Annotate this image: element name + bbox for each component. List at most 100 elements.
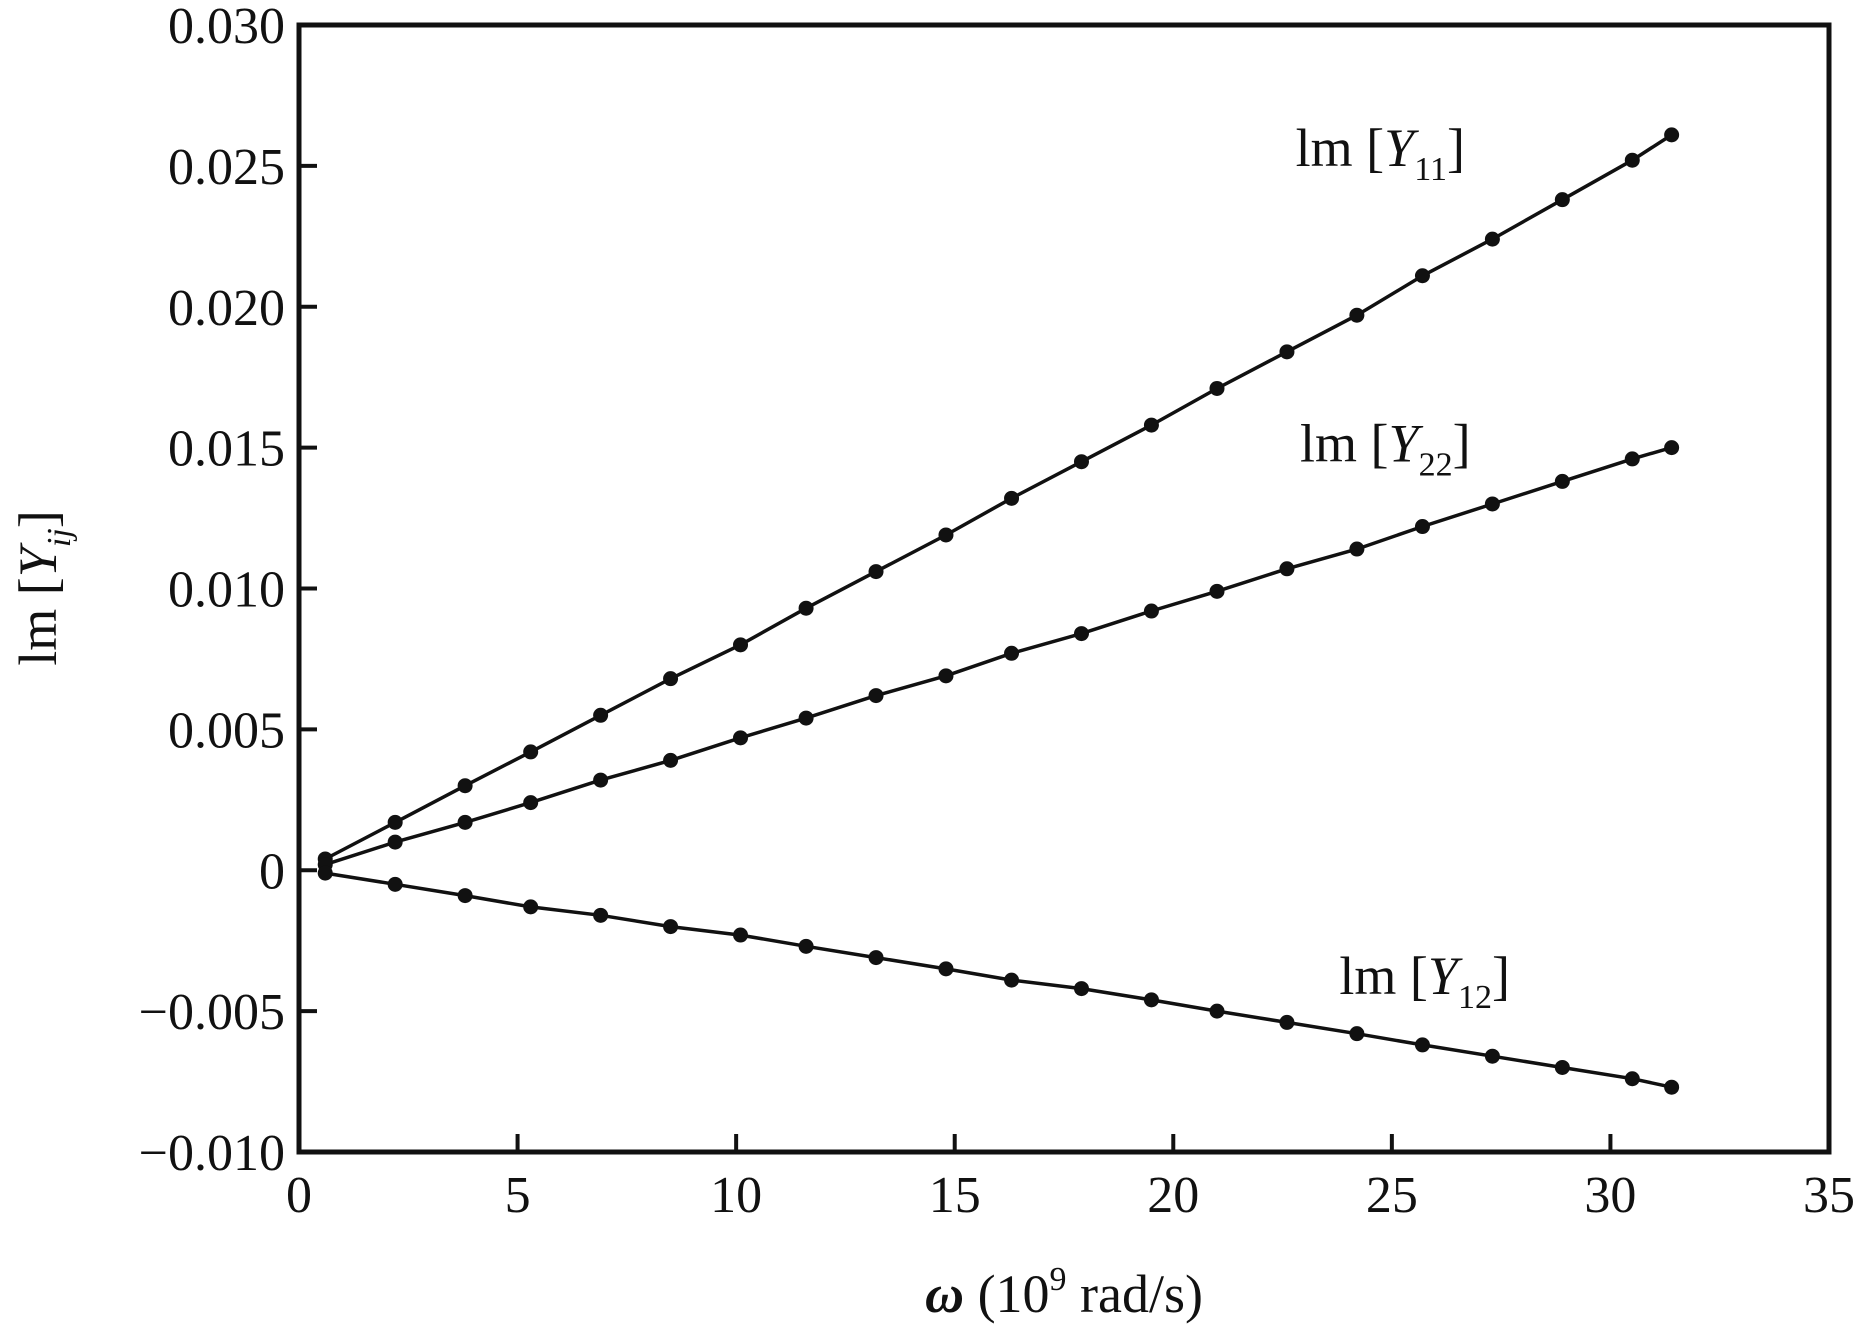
- y-axis-label-sub: ij: [41, 528, 78, 547]
- series-label-sub: 11: [1414, 151, 1447, 188]
- data-point-y22: [1143, 603, 1159, 619]
- data-point-y22: [1073, 626, 1089, 642]
- data-point-y11: [1414, 268, 1430, 284]
- x-tick-label: 0: [286, 1167, 312, 1224]
- data-point-y22: [387, 834, 403, 850]
- y-tick-label: 0.030: [168, 0, 285, 55]
- series-labels: lm [Y11]lm [Y22]lm [Y12]: [1296, 118, 1510, 1016]
- y-axis-label: lm [Yij]: [8, 510, 78, 665]
- data-point-y12: [663, 919, 679, 935]
- data-point-y12: [938, 961, 954, 977]
- data-point-y12: [1664, 1079, 1680, 1095]
- data-point-y22: [1554, 473, 1570, 489]
- y-axis-label-main: lm [: [8, 577, 68, 666]
- data-point-y22: [733, 730, 749, 746]
- series-label-italic: Y: [1384, 118, 1419, 178]
- data-point-y22: [1664, 440, 1680, 456]
- data-point-y22: [1624, 451, 1640, 467]
- y-tick-label: 0.020: [168, 280, 285, 337]
- x-tick-label: 20: [1147, 1167, 1199, 1224]
- data-point-y11: [663, 671, 679, 687]
- data-point-y22: [798, 710, 814, 726]
- series-layer: [317, 127, 1680, 1095]
- data-point-y12: [733, 927, 749, 943]
- data-point-y11: [387, 814, 403, 830]
- data-point-y22: [1279, 561, 1295, 577]
- x-tick-label: 5: [505, 1167, 531, 1224]
- data-point-y11: [1004, 490, 1020, 506]
- y-tick-label: −0.005: [139, 984, 285, 1041]
- data-point-y11: [1664, 127, 1680, 143]
- y-axis-label-italic: Y: [8, 542, 68, 577]
- x-tick-label: 25: [1366, 1167, 1418, 1224]
- data-point-y11: [938, 527, 954, 543]
- series-label-sub: 12: [1458, 979, 1492, 1016]
- x-axis-label-sup: 9: [1050, 1261, 1067, 1298]
- data-point-y11: [1073, 454, 1089, 470]
- x-tick-label: 30: [1584, 1167, 1636, 1224]
- data-point-y22: [1414, 519, 1430, 535]
- series-label-main: lm [: [1296, 118, 1385, 178]
- data-point-y22: [938, 668, 954, 684]
- series-label-y22: lm [Y22]: [1300, 414, 1471, 484]
- series-label-close: ]: [1447, 118, 1465, 178]
- series-label-italic: Y: [1389, 414, 1424, 474]
- data-point-y11: [1349, 307, 1365, 323]
- y-tick-label: 0.005: [168, 702, 285, 759]
- data-point-y12: [1349, 1026, 1365, 1042]
- series-label-main: lm [: [1339, 946, 1428, 1006]
- x-tick-label: 10: [710, 1167, 762, 1224]
- y-tick-label: 0: [259, 843, 285, 900]
- data-point-y12: [457, 888, 473, 904]
- data-point-y22: [523, 795, 539, 811]
- data-point-y12: [1004, 972, 1020, 988]
- axis-ticks: 0 5 10 15 20 25 30 35 −0.010 −0.005 0 0.005 0.010 0.0…: [139, 0, 1855, 1224]
- series-label-close: ]: [1453, 414, 1471, 474]
- series-label-close: ]: [1492, 946, 1510, 1006]
- x-axis-label-symbol: ω: [925, 1264, 964, 1324]
- data-point-y12: [1209, 1003, 1225, 1019]
- y-axis-label-close: ]: [8, 510, 68, 528]
- data-point-y11: [457, 778, 473, 794]
- data-point-y12: [317, 865, 333, 881]
- x-axis-label: ω (109 rad/s): [925, 1261, 1203, 1324]
- data-point-y12: [868, 950, 884, 966]
- data-point-y12: [1414, 1037, 1430, 1053]
- data-point-y11: [733, 637, 749, 653]
- data-point-y12: [1073, 981, 1089, 997]
- data-point-y22: [593, 772, 609, 788]
- data-point-y11: [798, 600, 814, 616]
- data-point-y22: [457, 814, 473, 830]
- data-point-y12: [1484, 1048, 1500, 1064]
- data-point-y12: [593, 907, 609, 923]
- x-axis-label-suffix: rad/s): [1067, 1264, 1203, 1324]
- data-point-y11: [868, 564, 884, 580]
- data-point-y22: [1004, 645, 1020, 661]
- y-tick-label: −0.010: [139, 1125, 285, 1182]
- data-point-y12: [1279, 1014, 1295, 1030]
- series-label-italic: Y: [1428, 946, 1463, 1006]
- data-point-y22: [1349, 541, 1365, 557]
- data-point-y11: [1624, 152, 1640, 168]
- plot-frame: [296, 22, 1832, 1155]
- data-point-y11: [593, 707, 609, 723]
- y-tick-label: 0.010: [168, 562, 285, 619]
- data-point-y22: [868, 688, 884, 704]
- series-label-y11: lm [Y11]: [1296, 118, 1465, 188]
- series-label-y12: lm [Y12]: [1339, 946, 1510, 1016]
- data-point-y12: [1143, 992, 1159, 1008]
- x-tick-label: 15: [929, 1167, 981, 1224]
- data-point-y22: [1484, 496, 1500, 512]
- data-point-y22: [663, 752, 679, 768]
- y-tick-label: 0.025: [168, 139, 285, 196]
- data-point-y12: [798, 938, 814, 954]
- data-point-y22: [1209, 583, 1225, 599]
- data-point-y12: [387, 876, 403, 892]
- data-point-y11: [1484, 231, 1500, 247]
- data-point-y12: [1624, 1071, 1640, 1087]
- series-label-main: lm [: [1300, 414, 1389, 474]
- x-tick-label: 35: [1803, 1167, 1855, 1224]
- y-tick-label: 0.015: [168, 421, 285, 478]
